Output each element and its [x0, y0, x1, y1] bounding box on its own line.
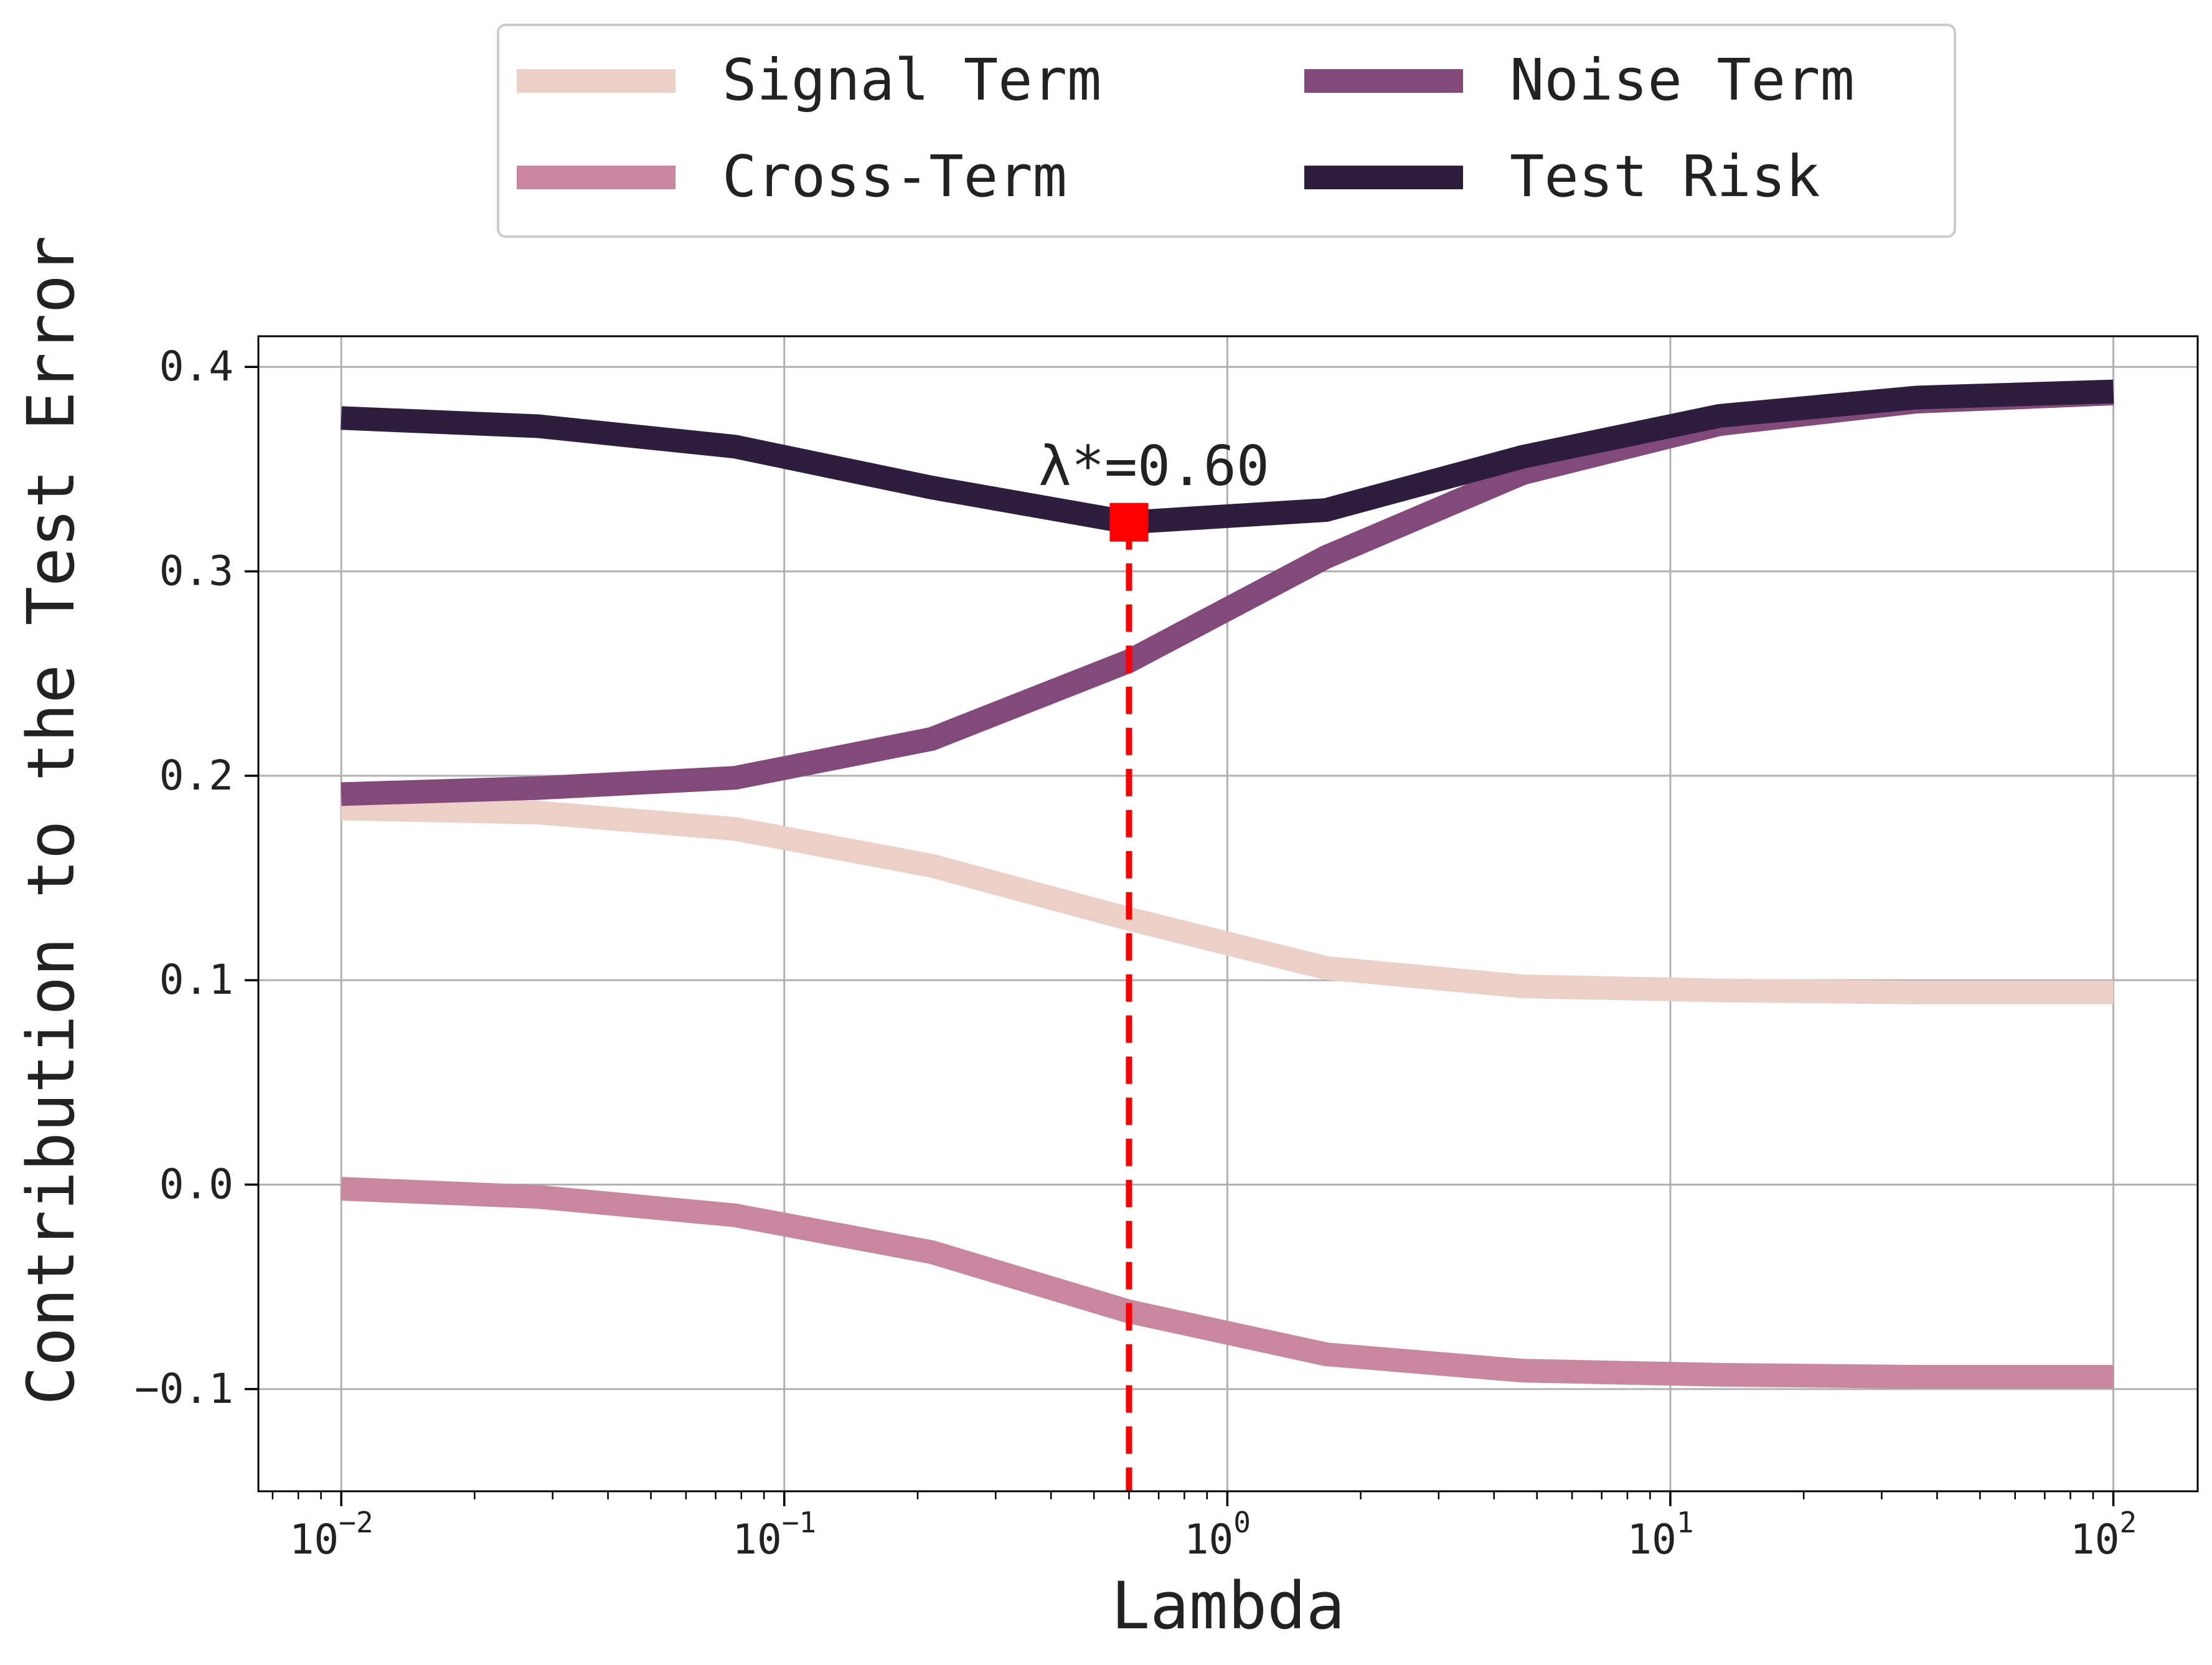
x-tick-label: 100	[1184, 1506, 1251, 1564]
optimum-label: λ*=0.60	[1038, 434, 1269, 498]
x-tick-label: 101	[1627, 1506, 1693, 1564]
series-line-test-risk	[341, 379, 2114, 534]
y-tick-label: 0.0	[159, 1161, 233, 1209]
y-tick-label: 0.3	[159, 547, 233, 595]
x-tick-label: 102	[2070, 1506, 2137, 1564]
legend-label: Test Risk	[1510, 143, 1820, 210]
y-tick-label: 0.2	[159, 752, 233, 799]
x-tick-label: 10−2	[289, 1506, 374, 1564]
y-tick-label: 0.1	[159, 956, 233, 1004]
y-axis-ticks: 0.4 0.3 0.2 0.1 0.0 −0.1	[134, 342, 258, 1413]
y-tick-label: −0.1	[134, 1365, 233, 1413]
x-axis-title: Lambda	[1111, 1568, 1345, 1644]
y-tick-label: 0.4	[159, 342, 233, 390]
legend: Signal Term Noise Term Cross-Term Test Risk	[497, 24, 1956, 238]
optimum-marker	[1109, 502, 1149, 542]
plot-series	[341, 379, 2114, 1389]
legend-box	[497, 24, 1956, 238]
x-axis-ticks: 10−2 10−1 100 101 102	[271, 1491, 2137, 1564]
series-line-signal-term	[341, 796, 2114, 1004]
legend-label: Signal Term	[722, 47, 1101, 113]
legend-label: Cross-Term	[722, 143, 1067, 210]
series-line-cross-term	[341, 1177, 2114, 1389]
x-tick-label: 10−1	[732, 1506, 816, 1564]
optimum-marker-group: λ*=0.60	[1038, 434, 1269, 1491]
y-axis-title: Contribution to the Test Error	[13, 235, 89, 1405]
legend-label: Noise Term	[1510, 47, 1855, 113]
